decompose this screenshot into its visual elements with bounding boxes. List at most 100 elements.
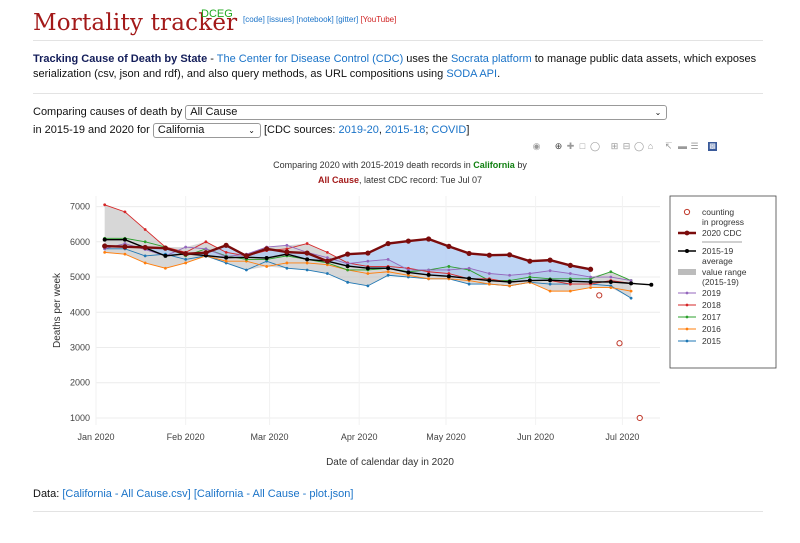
legend-label: in progress [702, 217, 744, 227]
point-average [406, 270, 411, 275]
point-2018 [224, 250, 228, 254]
point-average [507, 279, 512, 284]
point-2020 [324, 258, 330, 264]
point-average [588, 279, 593, 284]
legend-item-y2019: 2019 [678, 288, 721, 298]
point-average [568, 279, 573, 284]
point-2020 [507, 252, 513, 258]
legend-marker [685, 339, 689, 343]
point-average [467, 276, 472, 281]
chevron-down-icon: ⌄ [654, 107, 662, 117]
source-covid-link[interactable]: COVID [431, 124, 467, 136]
point-average [122, 237, 127, 242]
zoom-out-icon[interactable]: ⊟ [622, 141, 631, 151]
point-average [345, 264, 350, 269]
point-2019 [285, 243, 289, 247]
socrata-link[interactable]: Socrata platform [450, 53, 532, 65]
point-average [548, 278, 553, 283]
point-2020 [284, 249, 290, 255]
point-2016 [548, 289, 552, 293]
state-row: in 2015-19 and 2020 for California ⌄ [CDC… [33, 121, 667, 139]
point-2020 [142, 244, 148, 251]
legend-symbol [678, 269, 696, 275]
point-2016 [568, 289, 572, 293]
state-select[interactable]: California ⌄ [152, 122, 261, 138]
csv-download-link[interactable]: [California - All Cause.csv] [62, 488, 191, 500]
code-link[interactable]: [code] [243, 15, 265, 24]
cdc-link[interactable]: The Center for Disease Control (CDC) [216, 53, 404, 65]
zoom-icon[interactable]: ⊕ [554, 141, 563, 151]
legend-item-y2015: 2015 [678, 336, 721, 346]
home-icon[interactable]: ⌂ [647, 141, 654, 151]
youtube-link[interactable]: [YouTube] [360, 15, 397, 24]
lasso-icon[interactable]: ◯ [590, 141, 601, 151]
point-2020 [446, 243, 452, 249]
chart-title-state: California [473, 160, 515, 170]
hover-compare-icon[interactable]: ☰ [690, 141, 699, 151]
point-2020 [223, 242, 229, 248]
zoom-in-icon[interactable]: ⊞ [610, 141, 619, 151]
box-select-icon[interactable]: □ [579, 141, 586, 151]
x-tick-label: Feb 2020 [167, 432, 205, 442]
cause-row: Comparing causes of death by All Cause ⌄ [33, 103, 668, 121]
point-2016 [406, 273, 410, 277]
point-2019 [568, 272, 572, 275]
point-2019 [204, 247, 208, 251]
point-2019 [427, 268, 431, 272]
y-tick-label: 4000 [70, 307, 90, 317]
point-2019 [589, 275, 592, 279]
point-2019 [508, 273, 511, 277]
point-in-progress [616, 340, 623, 347]
state-label: in 2015-19 and 2020 for [33, 124, 150, 136]
point-2019 [609, 275, 613, 279]
point-2019 [528, 272, 532, 275]
cause-select[interactable]: All Cause ⌄ [185, 104, 668, 120]
point-in-progress [596, 292, 603, 299]
intro-paragraph: Tracking Cause of Death by State - The C… [33, 52, 763, 82]
source-2015-18-link[interactable]: 2015-18 [385, 124, 426, 136]
pan-icon[interactable]: ✚ [566, 141, 575, 151]
point-average [305, 257, 310, 262]
legend-label: 2015-19 [702, 246, 733, 256]
soda-api-link[interactable]: SODA API [446, 68, 498, 80]
y-tick-label: 7000 [70, 202, 90, 212]
intro-text-2: to manage public data assets, which expo… [33, 53, 757, 80]
intro-divider [33, 93, 763, 94]
issues-link[interactable]: [issues] [267, 15, 295, 24]
point-2018 [447, 272, 451, 275]
point-2015 [548, 282, 552, 286]
chart-title-prefix: Comparing 2020 with 2015-2019 death reco… [273, 160, 474, 170]
header-links: [code] [issues] [notebook] [gitter] [You… [243, 15, 396, 24]
x-tick-label: Apr 2020 [341, 432, 378, 442]
source-2019-20-link[interactable]: 2019-20 [338, 124, 379, 136]
gitter-link[interactable]: [gitter] [336, 15, 359, 24]
plotly-logo-icon[interactable]: ▩ [708, 142, 717, 151]
legend-label: 2016 [702, 324, 721, 334]
intro-text-3: . [497, 68, 501, 80]
notebook-link[interactable]: [notebook] [296, 15, 334, 24]
point-2020 [102, 243, 108, 249]
legend-marker [685, 291, 689, 295]
point-2018 [305, 242, 309, 245]
point-2020 [547, 257, 553, 263]
point-2020 [264, 246, 270, 252]
legend-symbol [683, 208, 691, 216]
chart-title-by: by [514, 160, 527, 170]
intro-heading: Tracking Cause of Death by State [33, 53, 208, 65]
autoscale-icon[interactable]: ◯ [634, 141, 645, 151]
point-2020 [183, 251, 189, 257]
point-2020 [122, 244, 128, 250]
spike-lines-icon[interactable]: ↸ [664, 141, 673, 151]
x-tick-label: Jun 2020 [517, 432, 554, 442]
json-download-link[interactable]: [California - All Cause - plot.json] [193, 488, 354, 500]
camera-icon[interactable]: ◉ [532, 141, 541, 151]
x-tick-label: Jan 2020 [77, 432, 114, 442]
legend-label: counting [702, 207, 734, 217]
x-tick-label: Mar 2020 [251, 432, 289, 442]
point-average [608, 279, 613, 284]
legend-item-band: value range(2015-19) [678, 267, 747, 287]
hover-closest-icon[interactable]: ▬ [678, 141, 687, 151]
page-title: Mortality tracker [33, 10, 238, 36]
point-2016 [285, 261, 289, 265]
sources-sep-1: , [378, 124, 386, 136]
